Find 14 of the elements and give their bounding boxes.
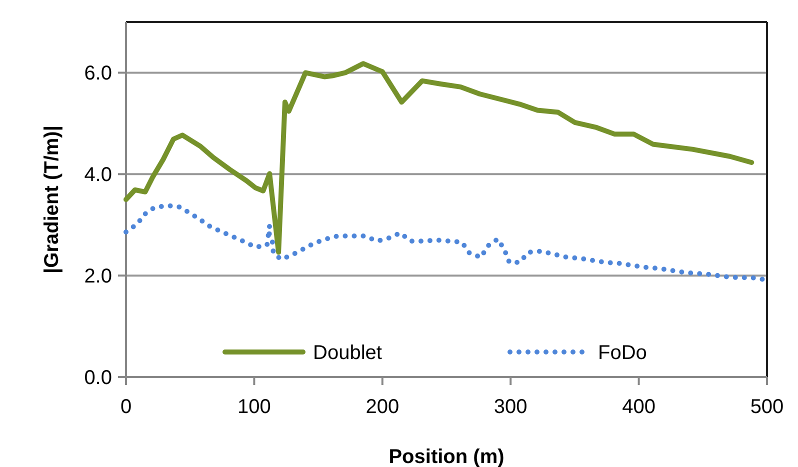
x-axis-title: Position (m) [388,446,504,467]
y-tick-label: 4.0 [84,164,112,186]
legend-label: Doublet [313,342,382,364]
y-tick-label: 2.0 [84,266,112,288]
x-tick-label: 400 [622,396,656,418]
x-tick-label: 500 [750,396,784,418]
y-axis-title: |Gradient (T/m)| [41,126,63,274]
x-tick-label: 300 [494,396,528,418]
x-tick-label: 200 [366,396,400,418]
y-tick-label: 0.0 [84,367,112,389]
y-tick-label: 6.0 [84,62,112,85]
x-tick-label: 0 [120,396,132,418]
x-tick-label: 100 [238,396,271,418]
legend-label: FoDo [598,342,647,364]
